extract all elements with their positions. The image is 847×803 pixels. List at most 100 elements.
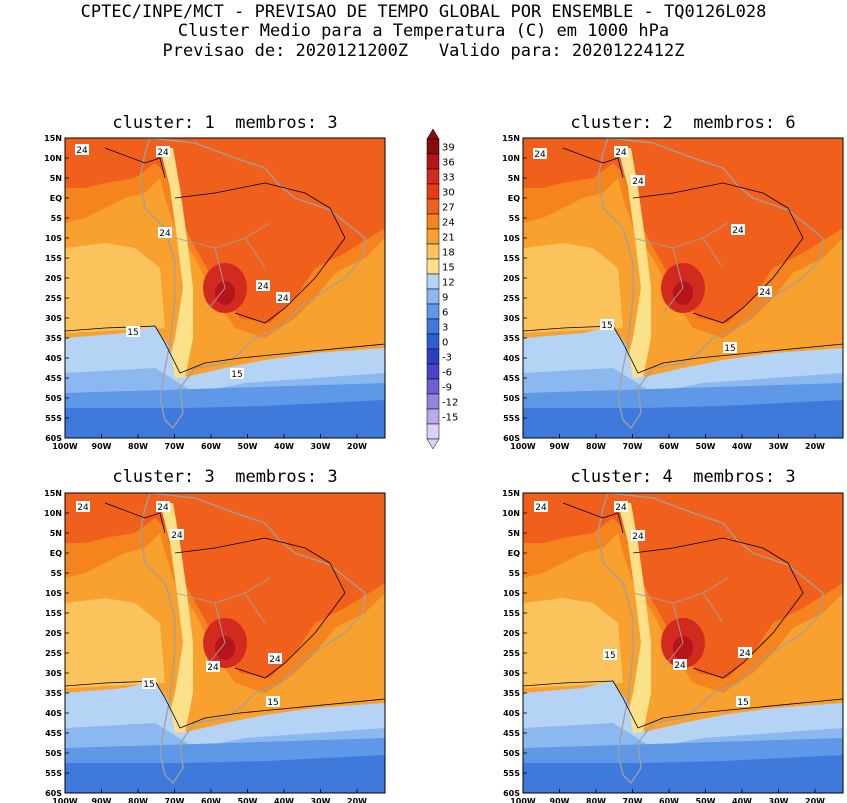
contour-label: 24 xyxy=(277,294,289,304)
lat-tick-label: 15N xyxy=(44,489,62,498)
lat-tick-label: 5N xyxy=(50,174,62,183)
lat-tick-label: 25S xyxy=(45,649,62,658)
colorbar-segment xyxy=(426,228,440,245)
lon-tick-label: 70W xyxy=(165,797,185,803)
contour-label-box xyxy=(142,678,156,689)
colorbar-segment xyxy=(426,213,440,230)
lon-tick-label: 100W xyxy=(52,442,78,451)
map-panel-1: 24 24 24 24 24 15 15 15N 10N 5N EQ 5S 10S 15S 20S 25S 30… xyxy=(44,134,386,451)
lon-tick-label: 60W xyxy=(201,442,221,451)
contour-label-box xyxy=(614,501,628,512)
contour-label-box xyxy=(603,649,617,660)
lon-tick-label: 20W xyxy=(805,797,825,803)
contour-15 xyxy=(65,325,385,374)
lon-tick-label: 60W xyxy=(659,797,679,803)
andes-cool-strip xyxy=(618,148,651,408)
colorbar-label: 39 xyxy=(442,143,455,154)
contour-label: 24 xyxy=(674,661,686,671)
colorbar-label: 27 xyxy=(442,203,455,214)
lon-tick-label: 70W xyxy=(623,442,643,451)
lat-tick-label: 15S xyxy=(45,254,62,263)
lat-tick-label: 50S xyxy=(503,749,520,758)
contour-15 xyxy=(523,325,843,374)
contour-label: 15 xyxy=(724,344,735,354)
lat-tick-label: 10S xyxy=(503,589,520,598)
contour-label: 24 xyxy=(257,282,269,292)
contour-label: 24 xyxy=(535,503,547,513)
colorbar-segment xyxy=(426,198,440,215)
lon-tick-label: 60W xyxy=(659,442,679,451)
colorbar-segment xyxy=(426,318,440,335)
temperature-field xyxy=(65,493,385,793)
contour-label: 24 xyxy=(759,288,771,298)
colorbar-segment xyxy=(426,138,440,155)
lat-tick-label: 10S xyxy=(45,234,62,243)
lat-tick-label: 45S xyxy=(45,729,62,738)
field-18-ocean xyxy=(65,243,165,333)
lon-tick-label: 20W xyxy=(805,442,825,451)
lat-tick-label: EQ xyxy=(508,549,520,558)
contour-label-box xyxy=(614,146,628,157)
lat-tick-label: 35S xyxy=(503,334,520,343)
contour-label-box xyxy=(76,501,90,512)
contour-label-box xyxy=(268,653,282,664)
lat-tick-label: EQ xyxy=(508,194,520,203)
country-borders xyxy=(174,577,271,669)
contour-label-box xyxy=(276,292,290,303)
colorbar-label: -9 xyxy=(442,383,452,394)
colorbar-label: 9 xyxy=(442,293,448,304)
lat-tick-label: 60S xyxy=(45,434,62,443)
lat-tick-label: 40S xyxy=(45,354,62,363)
lon-tick-label: 40W xyxy=(732,797,752,803)
lat-tick-label: 30S xyxy=(45,669,62,678)
lat-tick-label: 40S xyxy=(503,354,520,363)
lat-tick-label: 40S xyxy=(45,709,62,718)
chart-title: CPTEC/INPE/MCT - PREVISAO DE TEMPO GLOBA… xyxy=(80,2,767,22)
contour-label: 15 xyxy=(601,321,612,331)
contour-label: 24 xyxy=(157,148,169,158)
lat-tick-label: 25S xyxy=(503,649,520,658)
lat-tick-label: 40S xyxy=(503,709,520,718)
lat-tick-label: EQ xyxy=(50,549,62,558)
colorbar-segment xyxy=(426,348,440,365)
lat-tick-label: 10N xyxy=(502,154,520,163)
lat-tick-label: 15S xyxy=(45,609,62,618)
contour-label: 24 xyxy=(157,503,169,513)
contour-label-box xyxy=(156,501,170,512)
panel-1-title: cluster: 1 membros: 3 xyxy=(112,113,338,133)
lat-tick-label: 20S xyxy=(45,629,62,638)
lon-tick-label: 30W xyxy=(769,442,789,451)
contour-label: 24 xyxy=(632,177,644,187)
contour-label-box xyxy=(731,224,745,235)
contour-24 xyxy=(104,147,346,324)
contour-label: 24 xyxy=(534,150,546,160)
lon-tick-label: 40W xyxy=(274,442,294,451)
lon-tick-label: 50W xyxy=(696,797,716,803)
chart-subtitle: Cluster Medio para a Temperatura (C) em … xyxy=(177,21,670,41)
contour-label: 24 xyxy=(732,226,744,236)
lat-tick-label: 20S xyxy=(45,274,62,283)
contour-label-box xyxy=(600,319,614,330)
map-panel-4: 24 24 24 24 24 15 15 15N 10N 5N EQ 5S 10S 15S 20S 25S 30… xyxy=(502,489,844,803)
contour-label: 24 xyxy=(269,655,281,665)
colorbar-segment xyxy=(426,288,440,305)
contour-label-box xyxy=(673,659,687,670)
lon-tick-label: 90W xyxy=(550,442,570,451)
lon-tick-label: 80W xyxy=(128,442,148,451)
lon-tick-label: 30W xyxy=(311,797,331,803)
colorbar-label: 6 xyxy=(442,308,448,319)
contour-label-box xyxy=(533,148,547,159)
lon-tick-label: 70W xyxy=(165,442,185,451)
colorbar-label: 18 xyxy=(442,248,455,259)
contour-15 xyxy=(523,680,843,729)
contour-label: 15 xyxy=(737,698,748,708)
lat-tick-label: 35S xyxy=(503,689,520,698)
contour-label-box xyxy=(738,647,752,658)
lat-tick-label: 55S xyxy=(45,769,62,778)
lat-tick-label: 15N xyxy=(44,134,62,143)
panel-2-title: cluster: 2 membros: 6 xyxy=(570,113,796,133)
contour-label-box xyxy=(736,696,750,707)
lon-tick-label: 90W xyxy=(92,442,112,451)
field-33 xyxy=(215,636,235,660)
